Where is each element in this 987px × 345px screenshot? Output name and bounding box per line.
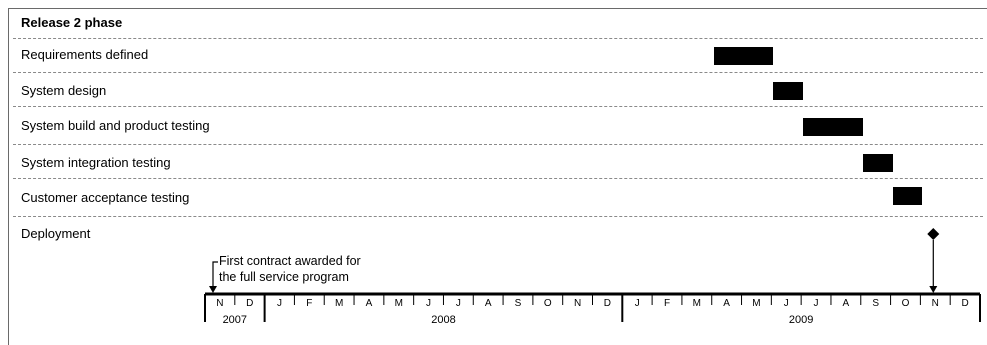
chart-frame [8, 8, 987, 345]
month-label: J [814, 298, 819, 309]
month-ticks [204, 294, 981, 322]
task-bar [773, 82, 804, 100]
month-label: F [306, 298, 312, 309]
month-label: D [246, 298, 253, 309]
month-label: M [395, 298, 403, 309]
month-label: J [426, 298, 431, 309]
milestone-label: Deployment [21, 226, 91, 241]
task-bar [713, 47, 774, 65]
month-label: N [932, 298, 939, 309]
month-label: D [604, 298, 611, 309]
phase-title: Release 2 phase [21, 15, 123, 30]
annotation-line-2: the full service program [219, 270, 349, 284]
task-label: System integration testing [21, 155, 171, 170]
task-label: Requirements defined [21, 47, 149, 62]
row-separator [13, 72, 983, 73]
month-label: J [456, 298, 461, 309]
task-label: Customer acceptance testing [21, 190, 190, 205]
year-label: 2008 [431, 314, 455, 326]
month-label: J [784, 298, 789, 309]
month-label: J [635, 298, 640, 309]
annotation-line-1: First contract awarded for [219, 254, 361, 268]
annotation-arrow [209, 261, 218, 293]
month-label: M [752, 298, 760, 309]
month-label: A [843, 298, 850, 309]
task-label: System build and product testing [21, 118, 210, 133]
month-label: O [544, 298, 552, 309]
year-label: 2007 [223, 314, 247, 326]
task-bar [892, 187, 923, 205]
month-label: S [515, 298, 522, 309]
task-bar [803, 118, 863, 136]
row-separator [13, 38, 983, 39]
month-label: A [485, 298, 492, 309]
month-label: A [723, 298, 730, 309]
month-label: M [693, 298, 701, 309]
month-label: O [902, 298, 910, 309]
annotation: First contract awarded for the full serv… [219, 253, 361, 285]
row-separator [13, 216, 983, 217]
milestone-diamond [927, 228, 940, 240]
month-label: J [277, 298, 282, 309]
month-label: F [664, 298, 670, 309]
year-label: 2009 [789, 314, 813, 326]
month-label: A [366, 298, 373, 309]
month-label: N [574, 298, 581, 309]
year-labels: 2007 2008 2009 [223, 314, 814, 326]
row-separator [13, 178, 983, 179]
month-label: M [335, 298, 343, 309]
deployment-milestone [927, 228, 940, 293]
row-separator [13, 106, 983, 107]
task-bar [862, 154, 893, 172]
month-label: D [961, 298, 968, 309]
row-separator [13, 144, 983, 145]
month-label: S [872, 298, 879, 309]
month-label: N [216, 298, 223, 309]
task-label: System design [21, 83, 107, 98]
